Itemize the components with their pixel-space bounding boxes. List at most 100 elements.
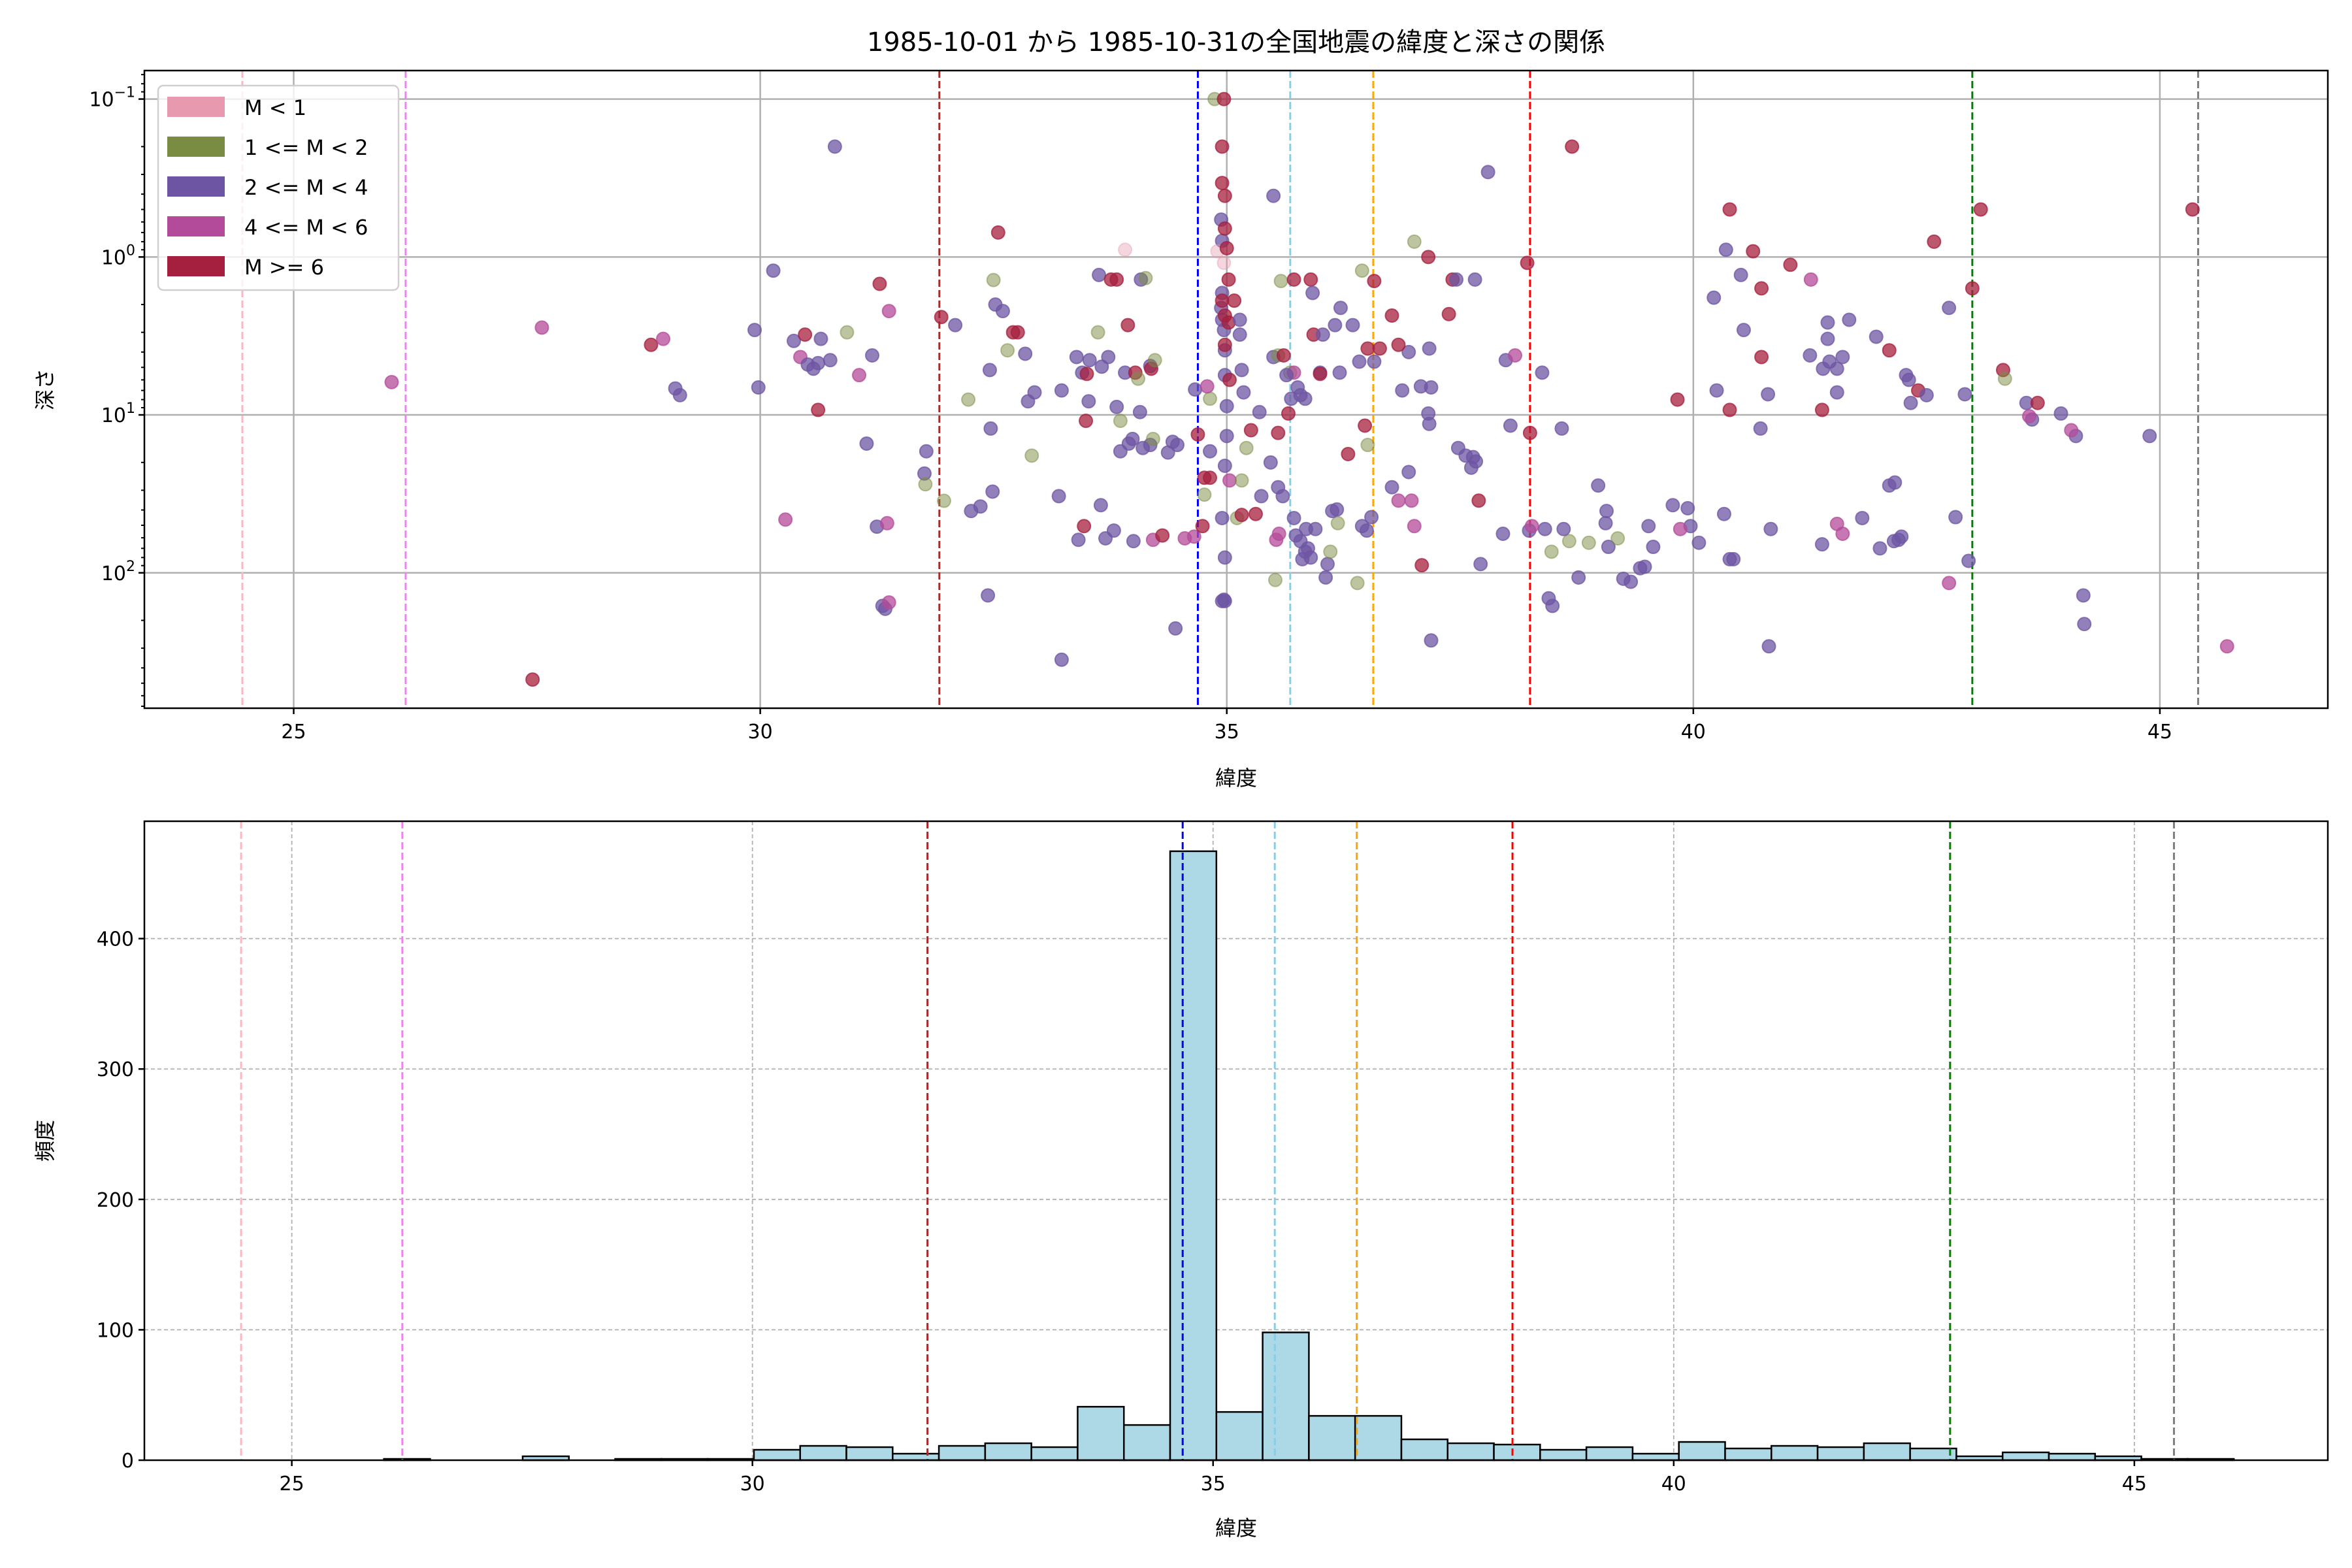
data-point [986,272,1001,287]
data-point [1109,272,1124,287]
data-point [1217,255,1232,270]
data-point [1601,540,1616,555]
data-point [1467,272,1482,287]
data-point [1354,263,1369,278]
data-point [859,436,874,451]
data-point [1328,318,1343,333]
data-point [1463,460,1478,475]
data-point [1352,354,1367,369]
chart-title: 1985-10-01 から 1985-10-31の全国地震の緯度と深さの関係 [867,27,1605,57]
data-point [1544,544,1559,559]
data-point [1814,537,1829,552]
data-point [1581,535,1596,550]
data-point [1641,519,1656,534]
data-point [1081,394,1096,409]
data-point [644,337,659,352]
data-point [934,310,949,325]
data-point [1736,323,1751,338]
data-point [1524,519,1539,534]
data-point [919,444,934,459]
histogram-bar [2048,1452,2097,1462]
histogram-bar [1771,1445,1819,1462]
data-point [1090,325,1105,340]
histogram-bar [1585,1446,1634,1462]
data-point [1145,431,1160,446]
histogram-bar [1262,1331,1310,1462]
data-point [778,512,793,527]
data-point [1138,270,1153,286]
data-point [1395,383,1410,398]
histogram-bar [845,1446,894,1462]
data-point [787,333,802,348]
scatter-ylabel: 深さ [33,368,57,410]
data-point [1221,272,1236,287]
data-point [1315,327,1330,342]
data-point [865,348,879,363]
data-point [1358,418,1373,433]
data-point [1234,508,1249,523]
data-point [1556,521,1571,536]
data-point [1305,286,1320,301]
data-point [1313,367,1328,382]
data-point [827,139,842,154]
data-point [1691,535,1707,550]
data-point [1973,202,1988,217]
data-point [1646,540,1661,555]
data-point [1092,267,1107,282]
data-point [1424,380,1439,395]
x-tick-label: 30 [748,721,773,743]
legend-label: 2 <= M < 4 [244,175,368,200]
data-point [1170,438,1185,453]
data-point [1271,425,1286,440]
data-point [1234,363,1249,378]
data-point [1217,550,1232,565]
data-point [1407,519,1422,534]
data-point [1421,250,1436,265]
data-point [384,374,399,389]
histogram-bar [753,1448,801,1462]
data-point [1217,458,1232,473]
data-point [2030,395,2045,410]
data-point [1125,431,1140,446]
data-point [1422,416,1437,431]
data-point [1673,521,1688,536]
data-point [2219,639,2234,654]
legend-label: 4 <= M < 6 [244,215,368,240]
data-point [1217,337,1232,352]
data-point [1239,440,1254,455]
data-point [1303,272,1318,287]
data-point [1217,91,1232,106]
data-point [1118,242,1133,257]
x-tick-label: 40 [1661,1473,1686,1495]
data-point [1079,367,1094,382]
data-point [1761,639,1776,654]
data-point [656,331,671,346]
data-point [1188,382,1203,397]
data-point [1054,652,1069,667]
data-point [1401,344,1416,359]
data-point [1215,176,1230,191]
data-point [1761,387,1776,402]
data-point [1407,234,1422,249]
data-point [1670,392,1685,407]
legend: M < 1 1 <= M < 2 2 <= M < 4 4 <= M < 6 M >= … [157,84,400,291]
data-point [1227,293,1242,308]
data-point [1441,306,1456,321]
data-point [1503,418,1518,433]
axes-frame [143,820,2329,1462]
data-point [1709,383,1724,398]
histogram-bar [1215,1411,1264,1462]
x-tick-label: 25 [280,1473,304,1495]
data-point [1665,498,1680,513]
data-point [1957,387,1972,402]
data-point [813,331,828,346]
data-point [1783,257,1798,272]
data-point [1495,527,1511,542]
data-point [1820,315,1835,330]
data-point [1733,267,1748,282]
data-point [1094,359,1109,374]
data-point [1422,341,1437,356]
data-point [1266,188,1281,203]
data-point [1281,406,1296,421]
data-point [1286,510,1301,525]
